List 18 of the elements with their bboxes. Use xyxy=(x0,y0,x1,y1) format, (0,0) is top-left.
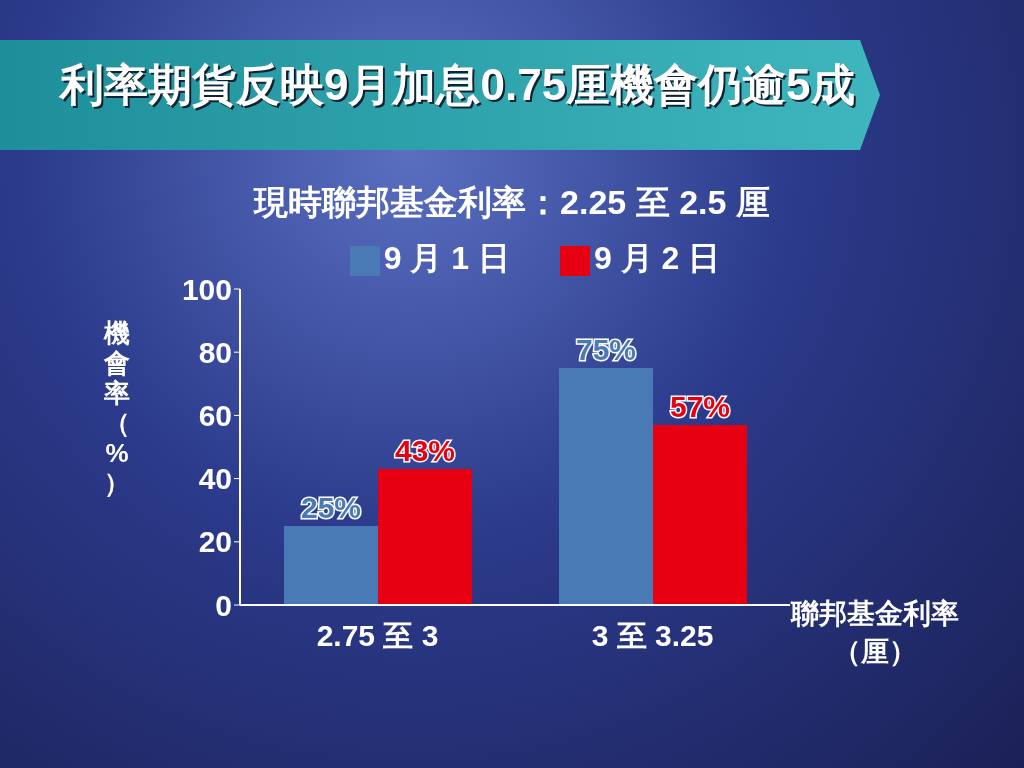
y-axis-title: 機會率（%） xyxy=(102,318,131,498)
data-label: 75% xyxy=(575,333,637,366)
data-label: 43% xyxy=(394,434,456,468)
chart-subtitle: 現時聯邦基金利率：2.25 至 2.5 厘 xyxy=(252,182,771,223)
legend-label: 9 月 1 日 xyxy=(383,240,510,276)
legend-label: 9 月 2 日 xyxy=(594,240,721,276)
y-tick-label: 80 xyxy=(198,335,232,369)
y-tick-label: 100 xyxy=(181,272,232,306)
y-tick-label: 60 xyxy=(198,399,232,433)
x-tick-label: 3 至 3.25 xyxy=(591,619,714,653)
x-axis-title: 聯邦基金利率（厘） xyxy=(790,597,960,669)
data-label: 25% xyxy=(300,491,362,524)
x-tick-label: 2.75 至 3 xyxy=(316,619,439,653)
data-label: 57% xyxy=(669,389,731,423)
y-tick-label: 0 xyxy=(215,588,232,622)
chart-title: 利率期貨反映9月加息0.75厘機會仍逾5成 xyxy=(60,59,855,111)
y-tick-label: 20 xyxy=(198,525,232,559)
y-tick-label: 40 xyxy=(198,462,232,496)
